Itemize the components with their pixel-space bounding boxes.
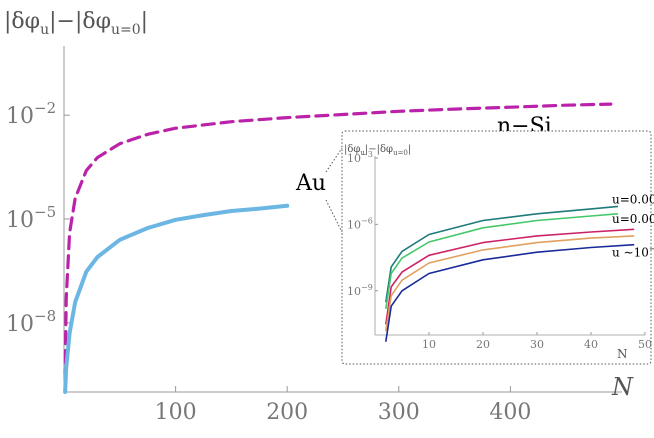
main-y-tick-label: 10−5 [6,203,56,233]
inset-series-line-4 [385,243,635,342]
inset-connector-bottom [325,199,343,233]
inset-x-tick-label: 40 [584,338,598,351]
inset-y-tick-label: 10−9 [347,283,373,298]
inset-x-tick-label: 30 [530,338,544,351]
main-series-line-au [63,203,290,394]
main-x-axis-title: N [611,373,634,401]
inset-y-tick-label: 10−3 [347,150,373,165]
main-y-tick-label: 10−2 [6,99,56,129]
main-x-tick-label: 400 [489,400,531,425]
main-y-axis-title: |δφu|−|δφu=0| [4,9,148,38]
inset-y-axis-title: |δφu|−|δφu=0| [344,144,411,157]
inset-x-tick-label: 50 [638,338,652,351]
inset-connector-top [325,147,343,173]
main-x-tick-label: 200 [266,400,308,425]
main-y-tick-label: 10−8 [6,307,56,337]
label-au: Au [295,171,326,196]
inset-series-label: u=0.0003 [612,212,654,226]
main-x-tick-label: 300 [378,400,420,425]
inset-series-label: u ∼10−5 [612,245,654,260]
main-x-tick-label: 100 [155,400,197,425]
inset-series-line-0 [385,205,619,303]
inset-x-axis-title: N [617,347,628,361]
inset-series-line-1 [385,213,619,310]
inset-x-tick-label: 10 [422,338,436,351]
main-series-line-n-si [63,102,613,384]
inset-series-label: u=0.0005 [612,192,654,206]
inset-series-line-3 [385,235,635,332]
inset-series-line-2 [385,228,635,325]
inset-axes [374,156,645,336]
inset-y-tick-label: 10−6 [347,216,373,231]
inset-x-tick-label: 20 [476,338,490,351]
